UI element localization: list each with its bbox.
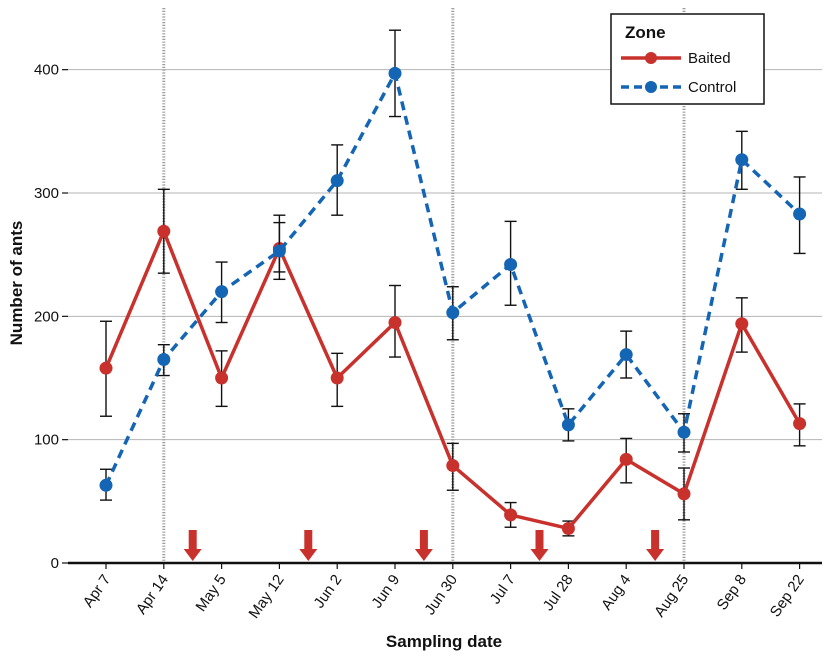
data-point (793, 207, 807, 221)
x-tick-label: Apr 7 (80, 572, 114, 611)
arrow-marker (299, 530, 318, 561)
series-baited (99, 188, 807, 537)
data-point (330, 174, 344, 188)
x-tick-label: Sep 22 (767, 572, 808, 621)
x-tick-label: May 5 (193, 572, 230, 615)
legend-label-baited: Baited (688, 50, 731, 67)
data-point (504, 508, 518, 522)
data-point (446, 459, 460, 473)
x-tick-label: Sep 8 (714, 572, 750, 614)
series (99, 29, 807, 537)
x-tick-label: Jul 28 (540, 572, 577, 615)
arrow-markers (183, 530, 665, 561)
legend-title: Zone (625, 23, 666, 42)
data-point (561, 418, 575, 432)
data-point (446, 306, 460, 320)
y-tick-label: 300 (34, 185, 59, 202)
data-point (272, 244, 286, 258)
y-tick-label: 200 (34, 308, 59, 325)
reference-lines (162, 8, 686, 563)
arrow-marker (646, 530, 665, 561)
x-tick-label: May 12 (246, 572, 288, 622)
y-tick-label: 0 (51, 555, 59, 572)
x-axis-title: Sampling date (386, 632, 502, 651)
x-tick-label: Apr 14 (133, 572, 172, 618)
data-point (619, 452, 633, 466)
data-point (793, 417, 807, 431)
gridlines (68, 69, 822, 441)
legend-marker-control (645, 81, 657, 93)
data-point (735, 153, 749, 167)
data-point (677, 487, 691, 501)
legend-label-control: Control (688, 79, 736, 96)
legend: Zone Baited Control (610, 13, 765, 105)
data-point (388, 66, 402, 80)
x-tick-label: Jul 7 (487, 572, 519, 608)
x-tick-label: Jun 2 (310, 572, 345, 612)
x-tick-label: Jun 30 (421, 572, 461, 619)
x-tick-label: Jun 9 (368, 572, 403, 612)
data-point (330, 371, 344, 385)
data-point (561, 521, 575, 535)
data-point (157, 353, 171, 366)
data-point (619, 348, 633, 362)
y-tick-label: 100 (34, 432, 59, 449)
arrow-marker (414, 530, 433, 561)
data-point (99, 478, 113, 492)
x-tick-label: Aug 4 (598, 572, 634, 614)
data-point (215, 285, 229, 299)
arrow-marker (530, 530, 549, 561)
arrow-marker (183, 530, 202, 561)
data-point (677, 425, 691, 439)
data-point (504, 258, 518, 272)
data-point (735, 317, 749, 331)
series-control (99, 29, 807, 501)
y-axis-title: Number of ants (7, 221, 26, 346)
x-tick-label: Aug 25 (651, 572, 692, 621)
data-point (388, 316, 402, 329)
data-point (215, 371, 229, 385)
data-point (157, 224, 171, 238)
data-point (99, 361, 113, 375)
y-tick-label: 400 (34, 62, 59, 79)
legend-marker-baited (645, 52, 657, 64)
